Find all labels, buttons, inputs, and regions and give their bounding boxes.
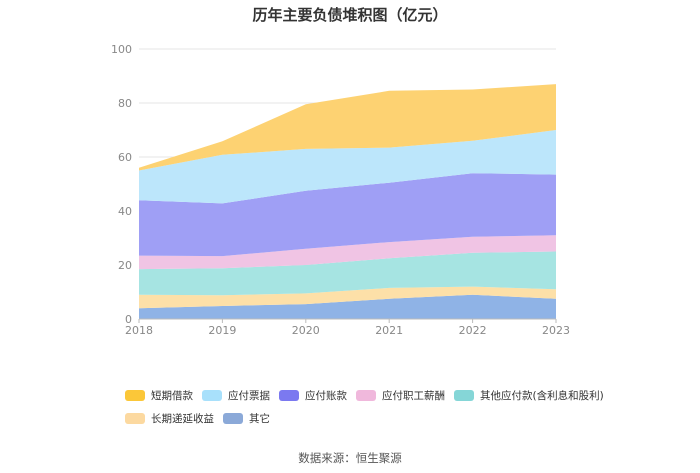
y-tick-label: 40 [118,205,132,218]
data-source: 数据来源：恒生聚源 [298,451,402,465]
x-tick-label: 2021 [375,324,403,337]
legend-swatch [202,390,222,401]
legend-swatch [125,390,145,401]
legend-label: 应付职工薪酬 [382,390,445,402]
y-tick-label: 80 [118,97,132,110]
series-area [139,294,556,319]
y-tick-label: 100 [111,43,132,56]
legend-swatch [356,390,376,401]
chart-legend: 短期借款 应付票据 应付账款 应付职工薪酬 其他应付款(含利息和股利) 长期递延收益 其它 [125,388,605,434]
legend-label: 应付票据 [228,390,270,402]
series-area [139,84,556,171]
legend-swatch [223,413,243,424]
y-tick-label: 20 [118,259,132,272]
x-tick-label: 2023 [542,324,570,337]
legend-swatch [279,390,299,401]
legend-label: 其他应付款(含利息和股利) [480,390,604,402]
legend-item[interactable]: 其它 [223,411,270,426]
legend-swatch [454,390,474,401]
series-area [139,173,556,257]
legend-item[interactable]: 应付职工薪酬 [356,388,445,403]
y-tick-label: 0 [125,313,132,326]
legend-label: 应付账款 [305,390,347,402]
series-area [139,130,556,204]
series-area [139,286,556,309]
legend-item[interactable]: 长期递延收益 [125,411,214,426]
legend-item[interactable]: 短期借款 [125,388,193,403]
x-tick-label: 2022 [459,324,487,337]
legend-item[interactable]: 其他应付款(含利息和股利) [454,388,604,403]
legend-label: 其它 [249,413,270,425]
legend-row: 短期借款 应付票据 应付账款 应付职工薪酬 其他应付款(含利息和股利) [125,388,605,403]
legend-item[interactable]: 应付账款 [279,388,347,403]
chart-title: 历年主要负债堆积图（亿元） [252,6,448,24]
y-tick-label: 60 [118,151,132,164]
series-area [139,251,556,296]
x-tick-label: 2019 [208,324,236,337]
legend-row: 长期递延收益 其它 [125,411,605,426]
legend-label: 短期借款 [151,390,193,402]
series-area [139,235,556,270]
legend-label: 长期递延收益 [151,413,214,425]
x-tick-label: 2020 [292,324,320,337]
stacked-area-chart: 0 20 40 60 80 100 2018 2019 2020 2021 2022 2023 [111,43,570,337]
x-tick-label: 2018 [125,324,153,337]
legend-swatch [125,413,145,424]
legend-item[interactable]: 应付票据 [202,388,270,403]
